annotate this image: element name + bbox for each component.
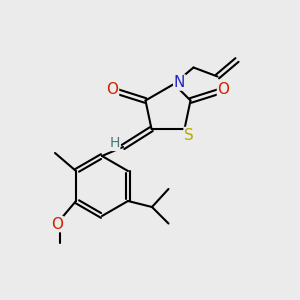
Text: N: N: [174, 75, 185, 90]
Text: O: O: [51, 217, 63, 232]
Text: O: O: [106, 82, 119, 98]
Text: H: H: [110, 136, 120, 150]
Text: O: O: [218, 82, 230, 98]
Text: S: S: [184, 128, 194, 142]
